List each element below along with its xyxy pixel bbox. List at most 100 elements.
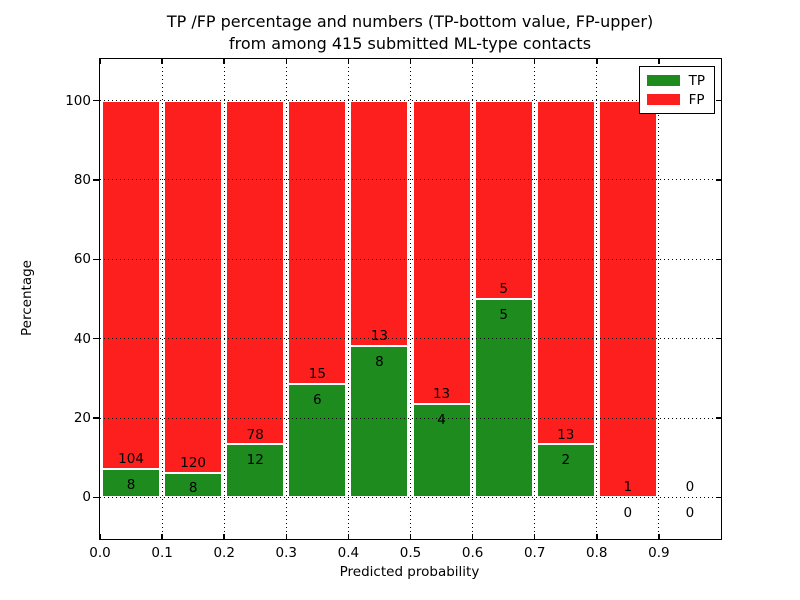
annotation-fp-count-3: 15 <box>308 366 326 383</box>
annotation-tp-count-6: 5 <box>499 306 508 323</box>
x-tick-label-0.3: 0.3 <box>275 545 298 561</box>
x-tick-mark-top-0.0 <box>99 59 101 64</box>
y-tick-label-60: 60 <box>73 251 91 268</box>
annotation-tp-count-4: 8 <box>375 354 384 371</box>
chart-title-line1: TP /FP percentage and numbers (TP-bottom… <box>166 12 654 31</box>
bar-segment-tp-4 <box>350 346 409 498</box>
y-tick-mark-left-20 <box>93 417 99 419</box>
annotation-fp-count-6: 5 <box>499 281 508 298</box>
bar-segment-fp-5 <box>412 100 471 404</box>
bar-segment-tp-0 <box>102 469 161 498</box>
x-tick-label-0.2: 0.2 <box>213 545 235 561</box>
y-tick-mark-left-100 <box>93 99 99 102</box>
y-tick-mark-left-80 <box>93 179 99 181</box>
x-tick-mark-top-0.8 <box>596 59 598 64</box>
legend: TP FP <box>638 66 715 114</box>
x-tick-mark-bottom-0.5 <box>409 534 412 539</box>
x-tick-mark-bottom-0.1 <box>161 534 163 539</box>
annotation-tp-count-0: 8 <box>126 476 136 493</box>
gridline-v-0.8 <box>596 59 598 539</box>
legend-entry-fp: FP <box>646 90 705 109</box>
y-tick-mark-right-0 <box>716 496 721 499</box>
gridline-v-0.6 <box>472 59 474 539</box>
x-tick-label-0.0: 0.0 <box>89 545 111 561</box>
annotation-tp-count-9: 0 <box>685 505 695 522</box>
annotation-fp-count-8: 1 <box>623 479 633 496</box>
gridline-v-0.1 <box>161 59 163 539</box>
tp-legend-label: TP <box>688 72 705 89</box>
annotation-fp-count-1: 120 <box>180 454 207 471</box>
y-tick-label-40: 40 <box>73 330 91 347</box>
x-tick-label-0.1: 0.1 <box>151 545 173 561</box>
annotation-fp-count-4: 13 <box>370 328 389 345</box>
x-tick-label-0.5: 0.5 <box>399 545 422 561</box>
tp-legend-swatch <box>646 75 680 86</box>
bar-segment-fp-8 <box>598 100 657 498</box>
x-axis-label: Predicted probability <box>339 564 480 580</box>
annotation-tp-count-3: 6 <box>313 391 322 408</box>
bar-segment-fp-2 <box>226 100 285 445</box>
annotation-tp-count-8: 0 <box>623 505 633 522</box>
bar-segment-fp-1 <box>164 100 223 473</box>
x-tick-mark-top-0.4 <box>347 59 350 64</box>
x-tick-label-0.7: 0.7 <box>523 545 546 561</box>
x-tick-mark-bottom-0.8 <box>596 534 598 539</box>
x-tick-mark-top-0.5 <box>409 59 412 64</box>
bar-segment-fp-7 <box>536 100 595 445</box>
gridline-v-0.3 <box>285 59 287 539</box>
gridline-v-0.4 <box>347 59 349 539</box>
x-tick-mark-bottom-0.2 <box>223 534 225 539</box>
plot-area: TP FP 104 8 120 8 78 12 15 6 13 8 13 4 5 5 13 2 1 0 0 0 0 20 4… <box>65 58 722 561</box>
x-tick-mark-top-0.1 <box>161 59 163 64</box>
bar-segment-fp-4 <box>350 100 409 347</box>
annotation-fp-count-9: 0 <box>685 479 695 496</box>
bar-segment-tp-3 <box>288 384 347 498</box>
gridline-v-0.9 <box>658 59 660 539</box>
annotation-fp-count-2: 78 <box>246 426 264 443</box>
annotation-tp-count-1: 8 <box>188 480 198 497</box>
annotation-tp-count-5: 4 <box>437 411 446 428</box>
fp-legend-swatch <box>646 94 680 105</box>
chart-title-line2: from among 415 submitted ML-type contact… <box>228 34 592 54</box>
x-tick-mark-bottom-0.0 <box>99 534 101 539</box>
chart-title: TP /FP percentage and numbers (TP-bottom… <box>90 11 730 55</box>
x-tick-mark-top-0.2 <box>223 59 225 64</box>
bar-segment-tp-5 <box>412 404 471 498</box>
y-tick-mark-right-60 <box>716 258 721 261</box>
bar-segment-tp-1 <box>164 472 223 498</box>
y-tick-mark-right-40 <box>716 337 721 340</box>
x-tick-mark-top-0.9 <box>658 59 660 64</box>
bar-segment-fp-0 <box>102 100 161 469</box>
y-tick-mark-left-0 <box>93 496 99 499</box>
y-tick-label-100: 100 <box>65 92 91 109</box>
annotation-fp-count-5: 13 <box>432 386 451 403</box>
x-tick-mark-bottom-0.7 <box>533 534 536 539</box>
x-tick-mark-bottom-0.6 <box>471 534 474 539</box>
legend-entry-tp: TP <box>646 71 705 90</box>
x-tick-mark-top-0.6 <box>471 59 474 64</box>
x-tick-mark-top-0.7 <box>533 59 536 64</box>
y-tick-mark-right-20 <box>716 417 721 419</box>
annotation-fp-count-0: 104 <box>118 451 144 468</box>
bar-segment-fp-6 <box>474 100 533 299</box>
gridline-v-0.5 <box>410 59 411 539</box>
y-tick-mark-left-40 <box>93 337 99 340</box>
bar-segment-tp-2 <box>226 444 285 498</box>
bar-segment-tp-6 <box>474 299 533 498</box>
y-tick-mark-right-100 <box>716 99 721 102</box>
bar-segment-tp-7 <box>536 444 595 498</box>
x-tick-mark-top-0.3 <box>285 59 288 64</box>
x-tick-label-0.6: 0.6 <box>461 545 484 561</box>
x-tick-mark-bottom-0.9 <box>658 534 660 539</box>
y-tick-mark-right-80 <box>716 179 721 181</box>
y-axis-label: Percentage <box>19 260 35 336</box>
annotation-fp-count-7: 13 <box>557 426 575 443</box>
x-tick-label-0.8: 0.8 <box>586 545 608 561</box>
y-tick-label-0: 0 <box>82 489 91 506</box>
x-tick-label-0.4: 0.4 <box>337 545 360 561</box>
gridline-v-0.7 <box>534 59 536 539</box>
y-tick-label-20: 20 <box>73 410 91 426</box>
bar-segment-fp-3 <box>288 100 347 384</box>
fp-legend-label: FP <box>688 91 705 108</box>
